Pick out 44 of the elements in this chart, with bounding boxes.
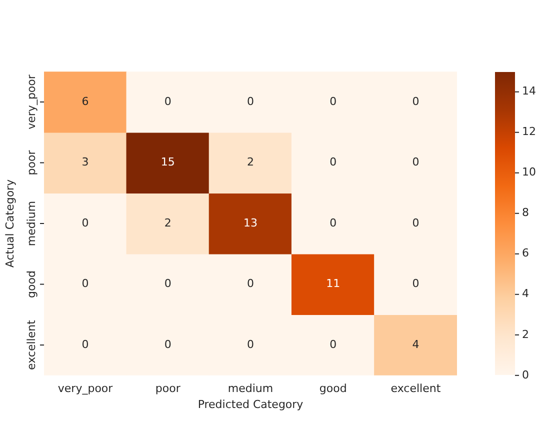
data-label: 0 [330,338,337,351]
data-label: 2 [164,216,172,230]
data-label: 0 [164,94,172,108]
data-label: 15 [160,156,175,169]
data-label: 0 [82,277,89,290]
x-tick-label: very_poor [58,382,114,395]
y-tick-label: medium [24,200,38,246]
data-label: 0 [412,156,420,169]
x-axis-title: Predicted Category [198,398,304,412]
color-bar-label: 4 [522,287,529,300]
data-label: 13 [244,216,258,230]
data-label: 0 [330,216,337,230]
x-tick-label: good [319,382,347,395]
color-bar-label: 12 [522,125,536,138]
y-tick-label: very_poor [24,74,38,130]
data-label: 0 [412,277,420,290]
data-label: 0 [412,94,420,108]
data-label: 3 [82,156,89,169]
data-label: 0 [82,338,89,351]
data-label: 0 [82,216,89,230]
y-tick-label: poor [24,150,38,176]
x-tick-label: excellent [390,382,442,395]
data-label: 0 [164,277,172,290]
color-bar-label: 6 [522,246,529,260]
data-label: 0 [164,338,172,351]
data-label: 6 [82,94,89,108]
data-label: 0 [247,277,254,290]
data-label: 0 [330,94,337,108]
data-label: 0 [412,216,420,230]
color-bar-label: 8 [522,206,529,220]
color-bar-label: 2 [522,328,529,341]
x-tick-label: poor [155,382,181,395]
color-bar-label: 10 [522,166,536,179]
color-bar-label: 0 [522,368,529,382]
data-label: 4 [412,338,420,351]
color-bar-label: 14 [522,84,536,98]
data-label: 11 [326,277,340,290]
x-tick-label: medium [228,382,274,395]
y-tick-label: good [24,270,38,298]
data-label: 0 [247,338,254,351]
y-axis-title: Actual Category [3,178,16,268]
data-label: 0 [330,156,337,169]
data-label: 0 [247,94,254,108]
data-label: 2 [247,156,254,169]
